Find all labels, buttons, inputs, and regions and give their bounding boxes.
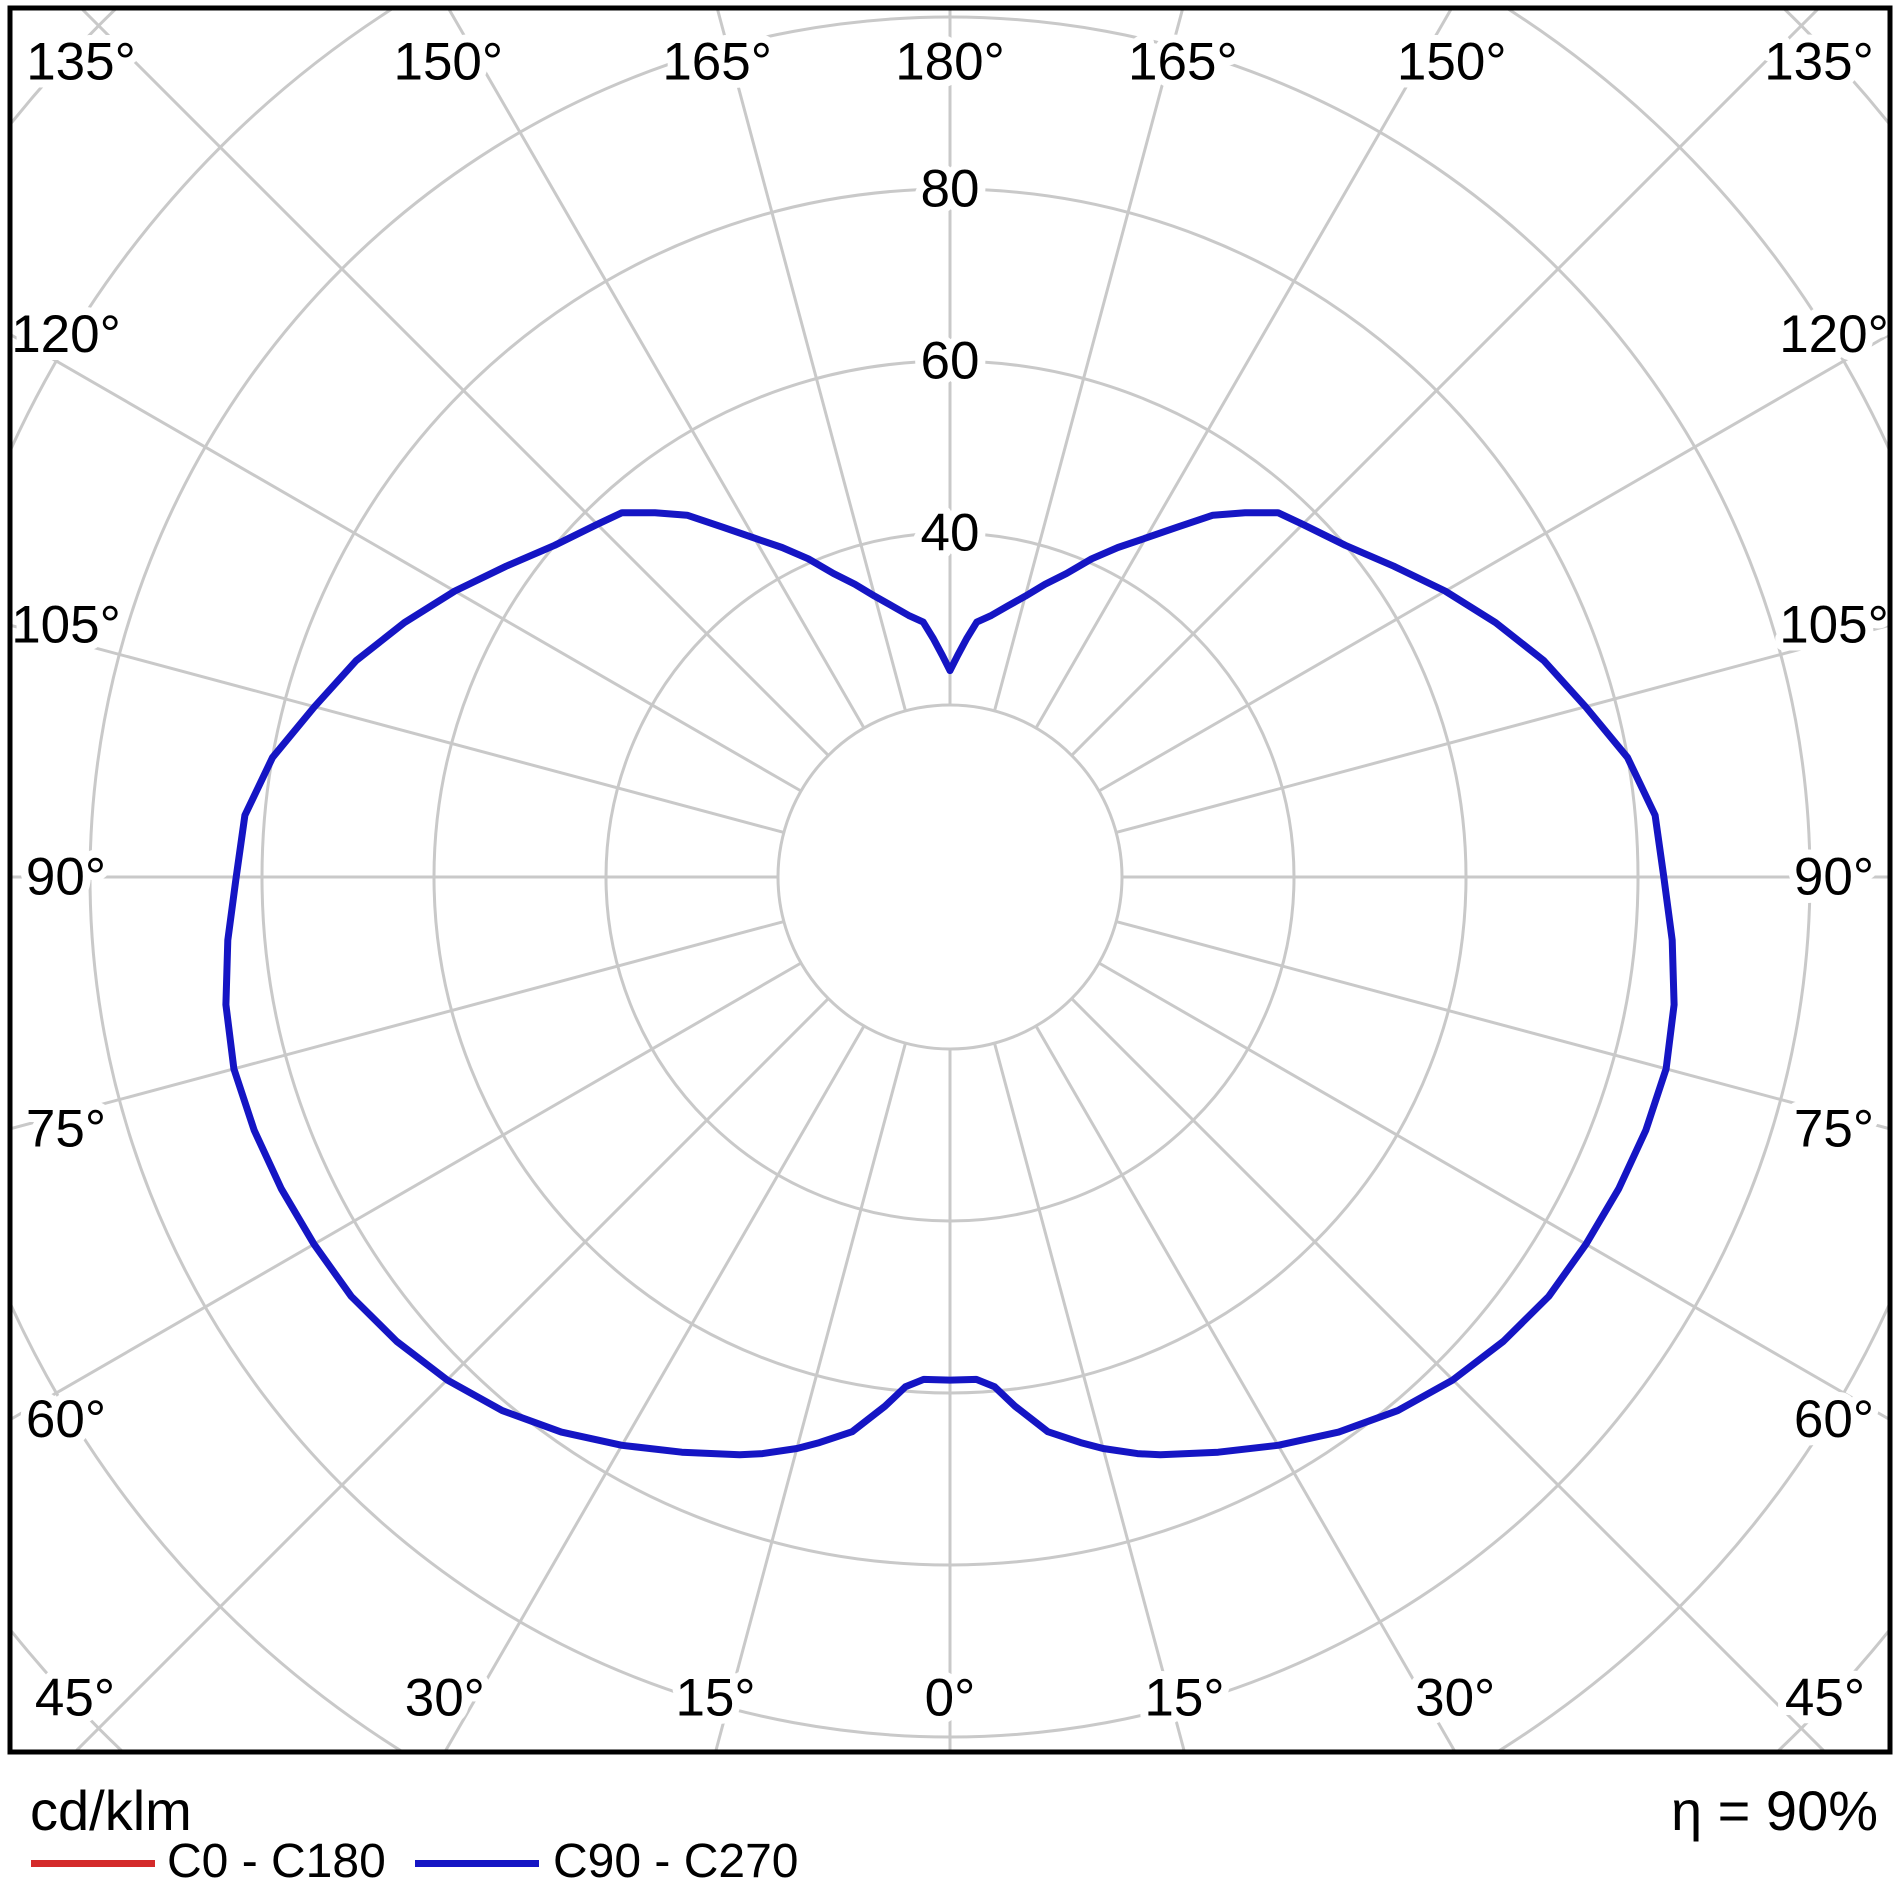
plot-area: 40 60 80 0° 15° 15° 30° 30° 45° 45° 60° 60° 75° 75° 90… bbox=[11, 10, 1889, 1750]
angle-label-left-150: 150° bbox=[393, 33, 503, 92]
grid-radial-120 bbox=[1098, 333, 1888, 793]
legend-swatch-c90-c270 bbox=[415, 1860, 539, 1867]
grid-radial-60 bbox=[1098, 961, 1888, 1421]
angle-label-right-60: 60° bbox=[1794, 1390, 1874, 1449]
angle-label-right-120: 120° bbox=[1779, 305, 1889, 364]
units-label: cd/klm bbox=[30, 1779, 192, 1842]
plot-border bbox=[7, 5, 1893, 1755]
photometric-polar-chart: 40 60 80 0° 15° 15° 30° 30° 45° 45° 60° 60° 75° 75° 90… bbox=[7, 5, 1893, 1755]
grid-radial-330 bbox=[444, 1025, 866, 1750]
angle-label-right-105: 105° bbox=[1779, 596, 1889, 655]
angle-label-left-105: 105° bbox=[11, 596, 121, 655]
grid-radial-15 bbox=[993, 1042, 1186, 1750]
angle-label-right-135: 135° bbox=[1764, 33, 1874, 92]
grid-radial-285 bbox=[12, 920, 785, 1130]
grid-radial-345 bbox=[714, 1042, 907, 1750]
angle-label-right-45: 45° bbox=[1785, 1669, 1865, 1728]
angle-label-left-45: 45° bbox=[35, 1669, 115, 1728]
angle-label-right-30: 30° bbox=[1415, 1669, 1495, 1728]
angle-label-left-30: 30° bbox=[405, 1669, 485, 1728]
curve-c90-c270 bbox=[222, 509, 1678, 1459]
angle-label-left-90: 90° bbox=[26, 848, 106, 907]
efficiency-label: η = 90% bbox=[1670, 1779, 1878, 1842]
angle-label-left-60: 60° bbox=[26, 1390, 106, 1449]
angle-label-left-75: 75° bbox=[26, 1099, 106, 1158]
grid-radial-150 bbox=[1034, 10, 1453, 729]
legend: C0 - C180 C90 - C270 bbox=[0, 1832, 1900, 1892]
grid-radial-315 bbox=[74, 997, 830, 1750]
angle-label-right-90: 90° bbox=[1794, 848, 1874, 907]
angle-label-right-0: 0° bbox=[925, 1669, 976, 1728]
radial-tick-label-60: 60 bbox=[921, 332, 980, 391]
polar-grid bbox=[12, 10, 1888, 1750]
legend-swatch-c0-c180 bbox=[31, 1860, 155, 1867]
angle-label-left-165: 165° bbox=[662, 33, 772, 92]
polar-chart-canvas: 40 60 80 0° 15° 15° 30° 30° 45° 45° 60° 60° 75° 75° 90… bbox=[7, 5, 1893, 1755]
grid-radial-210 bbox=[447, 10, 866, 729]
grid-radial-135 bbox=[1070, 10, 1820, 757]
angle-label-right-75: 75° bbox=[1794, 1099, 1874, 1158]
radial-tick-label-40: 40 bbox=[921, 504, 980, 563]
grid-radial-240 bbox=[12, 333, 802, 793]
grid-radial-195 bbox=[716, 10, 907, 712]
angle-label-right-165: 165° bbox=[1128, 33, 1238, 92]
angle-label-left-15: 15° bbox=[675, 1669, 755, 1728]
angle-label-right-150: 150° bbox=[1397, 33, 1507, 92]
grid-radial-30 bbox=[1034, 1025, 1456, 1750]
grid-radial-255 bbox=[12, 624, 785, 834]
grid-radial-165 bbox=[993, 10, 1184, 712]
grid-radial-105 bbox=[1115, 624, 1888, 834]
radial-tick-label-80: 80 bbox=[921, 160, 980, 219]
angle-label-right-15: 15° bbox=[1144, 1669, 1224, 1728]
grid-radial-75 bbox=[1115, 920, 1888, 1130]
grid-radial-300 bbox=[12, 961, 802, 1421]
angle-label-right-180: 180° bbox=[895, 33, 1005, 92]
legend-label-c0-c180: C0 - C180 bbox=[167, 1835, 386, 1888]
grid-radial-225 bbox=[80, 10, 830, 757]
legend-label-c90-c270: C90 - C270 bbox=[553, 1835, 799, 1888]
angle-label-left-135: 135° bbox=[26, 33, 136, 92]
angle-label-left-120: 120° bbox=[11, 305, 121, 364]
grid-radial-45 bbox=[1070, 997, 1826, 1750]
